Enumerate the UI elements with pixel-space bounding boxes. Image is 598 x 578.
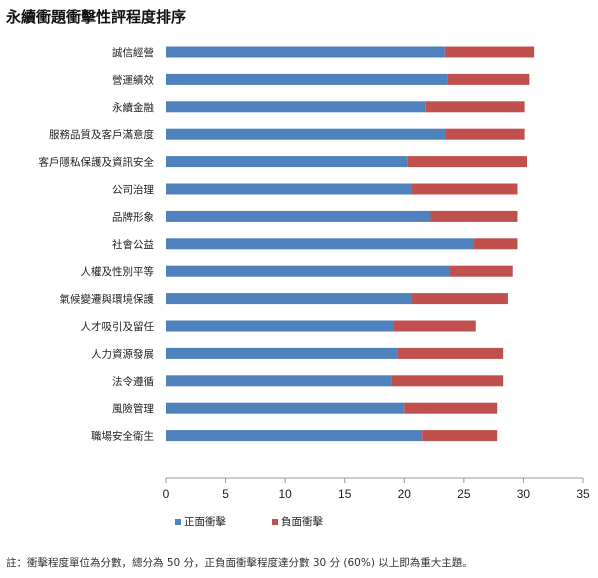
category-labels: 誠信經營營運績效永續金融服務品質及客戶滿意度客戶隱私保護及資訊安全公司治理品牌形…: [39, 46, 155, 443]
bar-negative: [444, 46, 535, 58]
category-label: 客戶隱私保護及資訊安全: [39, 156, 155, 169]
category-label: 人才吸引及留任: [81, 320, 155, 333]
category-label: 服務品質及客戶滿意度: [49, 128, 154, 141]
bar-positive: [166, 320, 394, 332]
category-label: 公司治理: [112, 183, 154, 196]
x-tick-label: 15: [338, 487, 352, 501]
bar-negative: [393, 320, 476, 332]
bar-positive: [166, 265, 450, 277]
category-label: 人權及性別平等: [81, 265, 155, 278]
bar-negative: [404, 402, 498, 414]
footnote: 註：衝擊程度單位為分數，總分為 50 分，正負面衝擊程度達分數 30 分 (60…: [6, 557, 473, 569]
x-tick-label: 35: [576, 487, 590, 501]
category-label: 人力資源發展: [91, 347, 154, 360]
bar-negative: [447, 73, 530, 85]
bar-positive: [166, 293, 412, 305]
bar-positive: [166, 73, 448, 85]
legend-label-positive: 正面衝擊: [184, 515, 226, 528]
category-label: 誠信經營: [112, 46, 154, 59]
category-label: 法令遵循: [112, 375, 154, 388]
x-axis-ticks: 0 5 10 15 20 25 30 35: [163, 478, 590, 501]
bar-positive: [166, 347, 398, 359]
bar-negative: [407, 156, 527, 168]
x-tick-label: 30: [517, 487, 531, 501]
bar-positive: [166, 183, 412, 195]
bar-negative: [411, 183, 518, 195]
x-tick-label: 20: [398, 487, 412, 501]
bar-negative: [411, 293, 508, 305]
x-tick-label: 25: [457, 487, 471, 501]
bar-positive: [166, 46, 445, 58]
category-label: 營運績效: [112, 73, 154, 86]
bar-positive: [166, 101, 426, 113]
legend: 正面衝擊 負面衝擊: [175, 515, 323, 528]
category-label: 氣候變遷與環境保護: [60, 293, 155, 306]
category-label: 品牌形象: [112, 210, 154, 223]
legend-swatch-positive: [175, 519, 181, 525]
bar-negative: [473, 238, 518, 250]
legend-label-negative: 負面衝擊: [281, 515, 323, 528]
bar-positive: [166, 128, 446, 140]
x-tick-label: 10: [278, 487, 292, 501]
x-tick-label: 0: [163, 487, 170, 501]
category-label: 社會公益: [112, 238, 154, 251]
bar-negative: [445, 128, 525, 140]
bar-positive: [166, 375, 392, 387]
bar-negative: [430, 210, 518, 222]
category-label: 永續金融: [112, 101, 154, 114]
stacked-bar-chart: 誠信經營營運績效永續金融服務品質及客戶滿意度客戶隱私保護及資訊安全公司治理品牌形…: [39, 46, 590, 528]
bar-positive: [166, 238, 474, 250]
bar-negative: [449, 265, 513, 277]
x-tick-label: 5: [222, 487, 229, 501]
category-label: 風險管理: [112, 402, 154, 415]
bar-positive: [166, 210, 431, 222]
legend-swatch-negative: [272, 519, 278, 525]
category-label: 職場安全衛生: [91, 430, 154, 443]
bar-negative: [391, 375, 504, 387]
bar-positive: [166, 402, 405, 414]
bar-negative: [425, 101, 525, 113]
bar-series: [166, 46, 535, 442]
bar-negative: [422, 430, 498, 442]
chart-title: 永續衝題衝擊性評程度排序: [6, 8, 187, 26]
bar-negative: [397, 347, 504, 359]
bar-positive: [166, 430, 423, 442]
bar-positive: [166, 156, 408, 168]
